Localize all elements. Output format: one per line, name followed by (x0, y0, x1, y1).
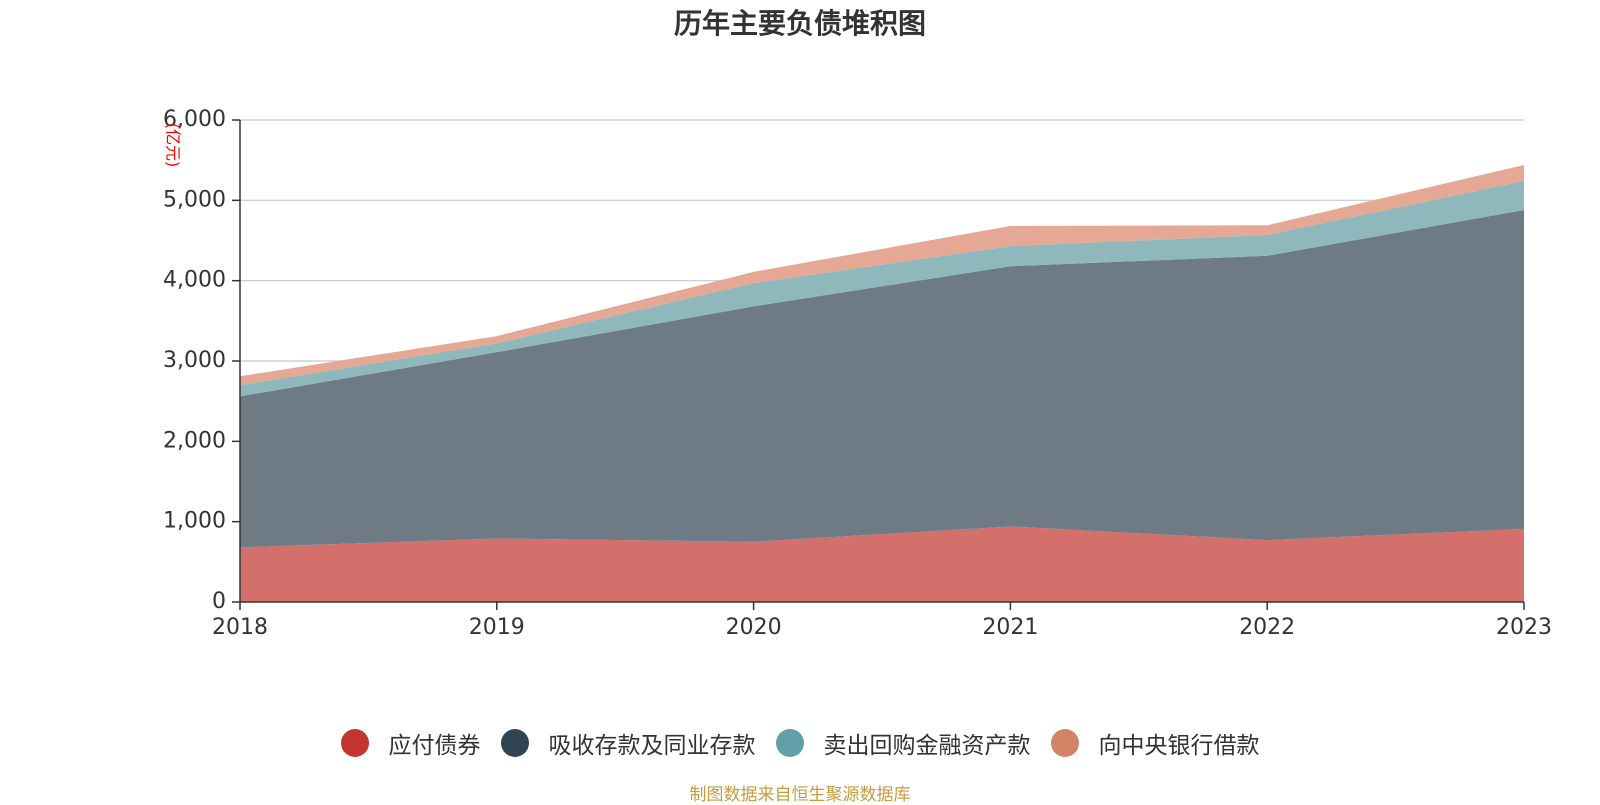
x-tick-label: 2020 (726, 615, 782, 640)
y-axis-ticks: 0 1,000 2,000 3,000 4,000 5,000 6,000 (163, 107, 240, 614)
chart-title: 历年主要负债堆积图 (673, 7, 926, 40)
legend-marker (1050, 729, 1079, 757)
area-series-3[interactable] (240, 164, 1524, 386)
legend-label: 应付债券 (388, 733, 481, 759)
source-note: 制图数据来自恒生聚源数据库 (689, 785, 911, 805)
legend-item[interactable]: 吸收存款及同业存款 (500, 726, 756, 760)
legend-label: 卖出回购金融资产款 (823, 733, 1031, 759)
legend-item[interactable]: 向中央银行借款 (1050, 726, 1260, 760)
x-tick-label: 2023 (1496, 615, 1552, 640)
area-series-1[interactable] (240, 209, 1524, 548)
y-tick-label: 3,000 (163, 348, 226, 373)
y-tick-label: 4,000 (163, 268, 226, 293)
area-series-0[interactable] (240, 526, 1524, 602)
y-tick-label: 2,000 (163, 428, 226, 453)
x-tick-label: 2021 (982, 615, 1038, 640)
x-tick-label: 2019 (469, 615, 525, 640)
y-tick-label: 0 (212, 589, 226, 614)
legend-label: 吸收存款及同业存款 (548, 733, 756, 759)
legend-item[interactable]: 卖出回购金融资产款 (775, 726, 1031, 760)
legend: 应付债券 吸收存款及同业存款 卖出回购金融资产款 向中央银行借款 (0, 726, 1600, 760)
legend-marker (775, 729, 804, 757)
x-tick-label: 2022 (1239, 615, 1295, 640)
x-axis-ticks: 2018 2019 2020 2021 2022 2023 (212, 602, 1552, 640)
legend-item[interactable]: 应付债券 (340, 726, 481, 760)
y-tick-label: 1,000 (163, 509, 226, 534)
y-tick-label: 6,000 (163, 107, 226, 132)
x-tick-label: 2018 (212, 615, 268, 640)
legend-marker (340, 729, 369, 757)
stacked-areas (240, 164, 1524, 602)
legend-marker (500, 729, 529, 757)
legend-label: 向中央银行借款 (1098, 733, 1260, 759)
y-axis-unit: (亿元) (164, 123, 183, 168)
y-tick-label: 5,000 (163, 187, 226, 212)
